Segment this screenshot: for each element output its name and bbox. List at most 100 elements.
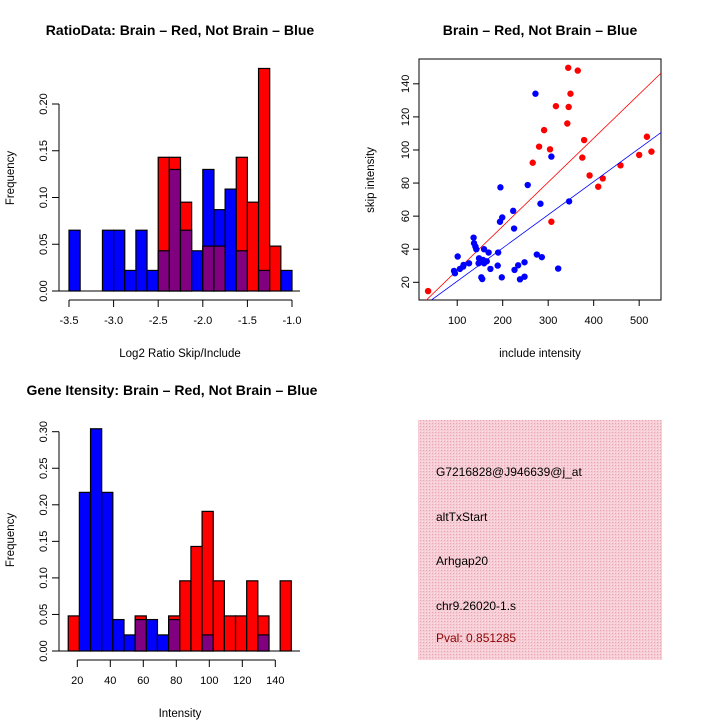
brain-bar [179, 580, 192, 652]
not-brain-point [454, 253, 461, 260]
y-tick-label: 0.15 [38, 140, 50, 161]
y-tick-label: 0.10 [38, 567, 50, 588]
y-tick-label: 0.15 [38, 531, 50, 552]
brain-point [564, 120, 571, 127]
x-tick-label: -3.0 [104, 315, 123, 327]
not-brain-point [565, 198, 573, 205]
y-tick-label: 20 [400, 276, 412, 288]
brain-point [586, 172, 593, 179]
brain-point [595, 183, 602, 190]
y-tick-label: 100 [400, 141, 412, 159]
not-brain-point [498, 274, 505, 281]
x-tick-label: 60 [137, 675, 149, 687]
not-brain-point [521, 259, 528, 266]
x-tick-label: 20 [71, 675, 83, 687]
intensity-scatter-ylabel: skip intensity [365, 147, 377, 213]
overlap-bar [179, 229, 193, 292]
not-brain-point [480, 246, 488, 253]
not-brain-point [538, 253, 546, 261]
x-tick-label: 140 [266, 675, 284, 687]
x-tick-label: 400 [584, 315, 602, 327]
brain-point [565, 64, 572, 71]
not-brain-point [510, 225, 518, 232]
not-brain-bar [112, 229, 126, 292]
overlap-bar [257, 269, 271, 292]
not-brain-bar [224, 188, 237, 292]
y-tick-label: 140 [400, 75, 412, 93]
brain-point [529, 159, 536, 166]
x-tick-label: 500 [630, 315, 648, 327]
not-brain-point [524, 181, 531, 189]
x-tick-label: -1.0 [283, 315, 302, 327]
not-brain-bar [124, 269, 137, 292]
info-panel: G7216828@J946639@j_at altTxStart Arhgap2… [418, 420, 662, 660]
not-brain-bar [89, 428, 103, 652]
ratio-histogram: RatioData: Brain – Red, Not Brain – Blue… [5, 22, 314, 360]
intensity-scatter-plot: 100 200 300 400 500 20 40 60 80 100 120 140 [400, 58, 662, 327]
x-tick-label: 40 [104, 675, 116, 687]
not-brain-point [473, 246, 480, 253]
not-brain-point [480, 260, 488, 267]
brain-bar [269, 245, 282, 292]
not-brain-fit-line [430, 132, 661, 300]
brain-point [552, 102, 560, 110]
not-brain-bar [146, 269, 159, 292]
event-type: altTxStart [436, 510, 488, 524]
y-tick-label: 0.05 [38, 234, 50, 255]
y-tick-label: 0.05 [38, 604, 50, 625]
not-brain-point [532, 90, 539, 97]
overlap-bar [213, 245, 226, 292]
y-tick-label: 60 [400, 210, 412, 222]
gene-intensity-xlabel: Intensity [159, 708, 202, 720]
overlap-bar [157, 250, 170, 292]
intensity-scatter-title: Brain – Red, Not Brain – Blue [443, 22, 638, 38]
not-brain-point [548, 153, 555, 160]
not-brain-bar [123, 634, 136, 652]
x-tick-label: 120 [233, 675, 251, 687]
intensity-scatter: Brain – Red, Not Brain – Blue include in… [365, 22, 662, 360]
not-brain-point [537, 200, 544, 207]
not-brain-bar [191, 250, 204, 292]
not-brain-point [494, 262, 501, 269]
brain-point [546, 146, 554, 153]
genomic-location: chr9.26020-1.s [436, 599, 516, 613]
brain-point [617, 162, 624, 169]
not-brain-bar [280, 269, 293, 292]
not-brain-point [533, 251, 541, 258]
y-tick-label: 0.20 [38, 494, 50, 515]
overlap-bar [134, 618, 147, 652]
brain-point [548, 218, 555, 225]
brain-bar [279, 580, 292, 652]
x-tick-label: -2.0 [193, 315, 212, 327]
info-panel-background [418, 420, 662, 660]
y-tick-label: 0.00 [38, 640, 50, 661]
y-tick-label: 120 [400, 108, 412, 126]
brain-bar [246, 201, 260, 292]
gene-intensity-histogram: Gene Itensity: Brain – Red, Not Brain – … [5, 382, 318, 720]
overlap-bar [202, 245, 215, 292]
not-brain-point [497, 184, 504, 191]
overlap-bar [257, 634, 270, 652]
not-brain-bar [101, 229, 115, 292]
x-tick-label: 200 [494, 315, 512, 327]
y-tick-label: 0.00 [38, 280, 50, 301]
x-tick-label: 100 [448, 315, 466, 327]
brain-point [535, 143, 543, 150]
brain-bar [234, 615, 248, 652]
not-brain-bar [145, 618, 159, 652]
not-brain-point [487, 265, 494, 273]
y-tick-label: 0.20 [38, 93, 50, 114]
ratio-histogram-title: RatioData: Brain – Red, Not Brain – Blue [46, 22, 315, 38]
x-tick-label: 100 [200, 675, 218, 687]
not-brain-bar [78, 491, 92, 652]
x-tick-label: 80 [170, 675, 182, 687]
brain-bar [246, 580, 259, 652]
not-brain-point [470, 234, 477, 241]
not-brain-point [485, 249, 492, 256]
overlap-bar [168, 618, 181, 652]
brain-bar [67, 615, 80, 652]
not-brain-point [509, 207, 517, 215]
not-brain-point [514, 262, 522, 269]
x-tick-label: -2.5 [149, 315, 168, 327]
